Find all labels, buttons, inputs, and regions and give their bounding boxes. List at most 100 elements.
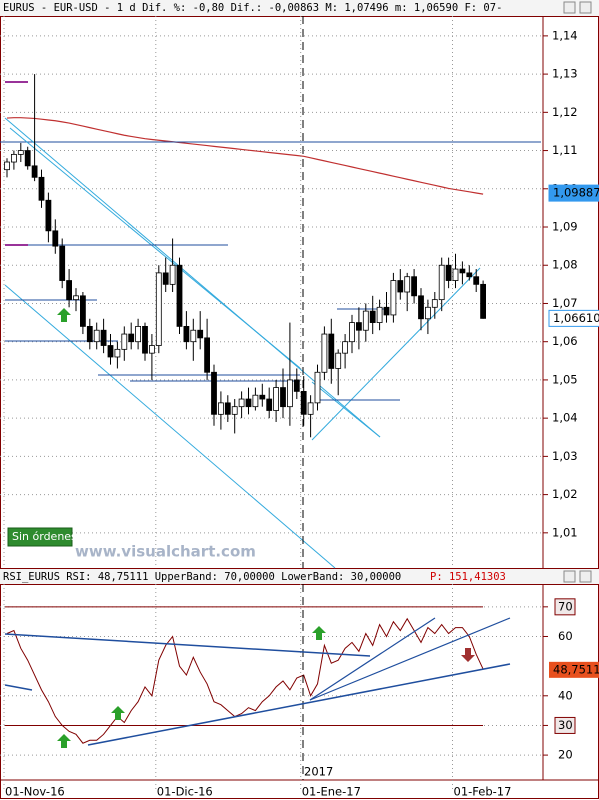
- header-bar: [0, 569, 599, 584]
- price-tag-label: 1,09887: [553, 186, 599, 200]
- candle-body: [259, 394, 266, 400]
- rsi-line: [6, 617, 484, 744]
- candle-body: [17, 150, 24, 155]
- candle-body: [286, 379, 293, 408]
- header-bar: [0, 0, 599, 16]
- trend-drawings: [0, 16, 541, 780]
- candle-body: [431, 299, 438, 308]
- trend-line: [311, 267, 481, 441]
- watermark: www.visualchart.com: [75, 543, 256, 561]
- y-tick-label: 1,08: [552, 258, 578, 272]
- candle-body: [321, 333, 328, 373]
- candle-body: [452, 268, 459, 281]
- candle-body: [280, 387, 286, 408]
- candle-body: [100, 329, 107, 346]
- y-tick-label: 1,04: [552, 411, 578, 425]
- candle-body: [307, 402, 314, 415]
- candle-body: [121, 333, 128, 350]
- trend-line: [4, 284, 336, 569]
- candle-body: [355, 322, 362, 331]
- candle-body: [86, 326, 93, 343]
- y-tick-label: 1,12: [552, 105, 578, 119]
- candle-body: [148, 345, 155, 354]
- candle-body: [231, 406, 238, 415]
- candle-body: [273, 387, 280, 411]
- price-tag: [548, 309, 599, 327]
- y-tick-label: 1,01: [552, 525, 578, 539]
- x-tick-label: 01-Nov-16: [5, 785, 65, 799]
- candle-body: [245, 398, 252, 408]
- candle-body: [383, 306, 390, 316]
- candle-body: [238, 398, 245, 408]
- trend-line: [309, 617, 511, 701]
- candle-body: [204, 337, 211, 373]
- price-tag: [548, 184, 599, 202]
- candle-body: [45, 199, 52, 232]
- candle-body: [397, 280, 404, 293]
- candle-body: [4, 161, 10, 171]
- candle-body: [114, 348, 121, 358]
- price-tag-label: 1,06610: [553, 311, 599, 325]
- candle-body: [162, 272, 169, 285]
- y-tick-label: 1,13: [552, 67, 578, 81]
- candle-body: [197, 329, 204, 339]
- y-tick-label: 1,03: [552, 449, 578, 463]
- trend-line: [309, 617, 436, 701]
- y-tick-label: 1,09: [552, 220, 578, 234]
- candle-body: [293, 379, 300, 392]
- y-tick-label: 1,05: [552, 372, 578, 386]
- button[interactable]: [563, 570, 576, 583]
- y-tick-label: 1,14: [552, 28, 578, 42]
- candle-body: [217, 402, 224, 415]
- candle-body: [390, 280, 397, 316]
- candle-body: [155, 272, 162, 346]
- candle-body: [369, 310, 376, 323]
- candle-body: [24, 150, 31, 167]
- button[interactable]: [579, 1, 592, 14]
- rsi-title: RSI_EURUS RSI: 48,75111 UpperBand: 70,00…: [3, 571, 401, 583]
- candle-body: [411, 276, 418, 297]
- candle-body: [10, 153, 17, 163]
- candle-body: [128, 333, 135, 343]
- candle-body: [466, 272, 473, 278]
- badge-label: Sin órdenes: [12, 530, 77, 543]
- moving-average: [6, 117, 484, 195]
- trend-line: [311, 381, 381, 438]
- button[interactable]: [579, 570, 592, 583]
- chart-title: EURUS - EUR-USD - 1 d Dif. %: -0,80 Dif.…: [3, 2, 502, 14]
- candle-body: [66, 280, 72, 301]
- y-tick-label: 70: [558, 599, 573, 613]
- badge: [7, 527, 73, 547]
- candle-body: [190, 329, 197, 343]
- candle-body: [438, 264, 445, 301]
- trend-line: [4, 684, 33, 691]
- x-tick-label: 01-Feb-17: [454, 785, 512, 799]
- candle-body: [211, 371, 217, 415]
- y-tick-label: 60: [558, 629, 573, 643]
- candle-body: [183, 326, 190, 343]
- y-tick-label: 1,02: [552, 487, 578, 501]
- candle-body: [314, 371, 321, 404]
- candle-body: [38, 176, 45, 201]
- y-tick-label: 1,11: [552, 143, 578, 157]
- trend-line: [9, 127, 301, 369]
- y-tick-label: 20: [558, 748, 573, 762]
- candle-body: [349, 322, 355, 343]
- trend-line: [4, 633, 371, 657]
- x-tick-label: 01-Ene-17: [302, 785, 361, 799]
- y-tick-label: 1,06: [552, 334, 578, 348]
- buy-arrow: [57, 734, 71, 748]
- button[interactable]: [563, 1, 576, 14]
- candle-body: [169, 264, 176, 285]
- candle-body: [107, 345, 114, 358]
- candle-body: [93, 329, 100, 343]
- candle-body: [142, 326, 148, 354]
- y-tick-label: 40: [558, 688, 573, 702]
- candle-body: [445, 264, 452, 281]
- candle-body: [335, 352, 342, 369]
- buy-arrow: [312, 626, 326, 640]
- candle-body: [362, 310, 369, 331]
- y-tick-label: 1,07: [552, 296, 578, 310]
- buy-arrow: [57, 308, 71, 322]
- buy-arrow: [111, 706, 125, 720]
